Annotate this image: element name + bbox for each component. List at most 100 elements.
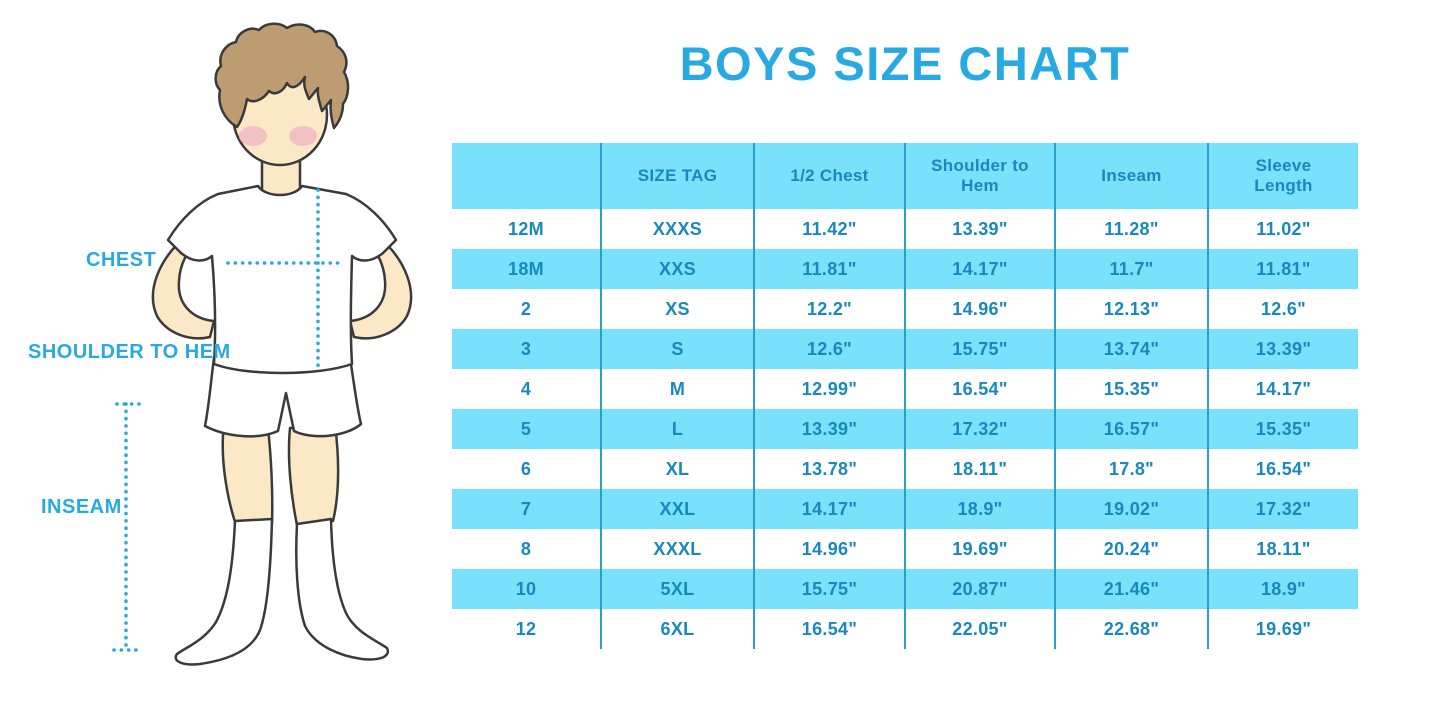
table-row-4: 4 M 12.99" 16.54" 15.35" 14.17" [452,369,1358,409]
table-cell: 16.54" [906,369,1056,409]
size-table: SIZE TAG 1/2 Chest Shoulder to Hem Insea… [452,143,1358,649]
table-row-10: 10 5XL 15.75" 20.87" 21.46" 18.9" [452,569,1358,609]
table-row-12m: 12M XXXS 11.42" 13.39" 11.28" 11.02" [452,209,1358,249]
shoulder-to-hem-label: SHOULDER TO HEM [28,341,231,363]
table-cell: 19.02" [1056,489,1209,529]
right-arm-shape [348,234,413,340]
table-cell: 13.39" [755,409,906,449]
table-cell: 14.17" [906,249,1056,289]
table-cell: 15.35" [1255,418,1312,439]
table-row-7: 7 XXL 14.17" 18.9" 19.02" 17.32" [452,489,1358,529]
table-cell: 7 [452,489,602,529]
table-cell: 15.75" [755,569,906,609]
table-cell: 13.74" [1056,329,1209,369]
right-leg-shape [287,423,340,527]
table-cell: 12.6" [755,329,906,369]
table-row-18m: 18M XXS 11.81" 14.17" 11.7" 11.81" [452,249,1358,289]
column-header-size [452,143,602,209]
table-cell: 18.11" [1256,538,1311,559]
table-cell: 12M [452,209,602,249]
table-cell: 15.35" [1056,369,1209,409]
table-cell: 12.99" [755,369,906,409]
right-sock-shape [295,517,390,661]
table-row-8: 8 XXXL 14.96" 19.69" 20.24" 18.11" [452,529,1358,569]
table-cell: 13.39" [906,209,1056,249]
table-cell: 14.96" [755,529,906,569]
table-cell: 14.17" [755,489,906,529]
table-cell: 12.2" [755,289,906,329]
table-cell: 8 [452,529,602,569]
page-title: BOYS SIZE CHART [679,37,1131,90]
column-header-half-chest: 1/2 Chest [755,143,906,209]
table-cell: 17.8" [1056,449,1209,489]
table-cell: XXS [602,249,755,289]
table-cell: 14.17" [1255,378,1312,399]
table-cell: 17.32" [906,409,1056,449]
table-cell: 18M [452,249,602,289]
table-cell: 11.81" [755,249,906,289]
table-cell: 22.68" [1056,609,1209,649]
table-cell: 16.54" [1255,458,1312,479]
table-cell: 6 [452,449,602,489]
table-row-6: 6 XL 13.78" 18.11" 17.8" 16.54" [452,449,1358,489]
table-cell: XXXL [602,529,755,569]
table-cell: S [602,329,755,369]
table-cell: 19.69" [1255,618,1312,639]
table-cell: 22.05" [906,609,1056,649]
table-cell: 5XL [602,569,755,609]
table-cell: 21.46" [1056,569,1209,609]
table-cell: 18.9" [906,489,1056,529]
table-cell: 6XL [602,609,755,649]
left-sock-shape [174,517,274,666]
table-cell: 13.78" [755,449,906,489]
table-cell: 14.96" [906,289,1056,329]
left-blush [239,126,267,146]
chest-label: CHEST [86,249,157,271]
table-row-2: 2 XS 12.2" 14.96" 12.13" 12.6" [452,289,1358,329]
table-cell: 11.42" [755,209,906,249]
left-arm-shape [151,234,216,340]
table-cell: 11.02" [1256,218,1311,239]
table-row-12: 12 6XL 16.54" 22.05" 22.68" 19.69" [452,609,1358,649]
hair-shape [214,22,350,130]
table-cell: 18.9" [1260,578,1307,599]
inseam-label: INSEAM [41,496,122,518]
table-cell: 11.28" [1056,209,1209,249]
left-leg-shape [221,423,274,527]
table-cell: 3 [452,329,602,369]
column-header-inseam: Inseam [1056,143,1209,209]
table-cell: 5 [452,409,602,449]
table-cell: 15.75" [906,329,1056,369]
table-cell: XS [602,289,755,329]
right-blush [289,126,317,146]
table-cell: 12.13" [1056,289,1209,329]
tshirt-shape [166,184,398,375]
table-cell: 2 [452,289,602,329]
table-cell: XL [602,449,755,489]
table-cell: XXXS [602,209,755,249]
table-cell: M [602,369,755,409]
table-cell: 16.57" [1056,409,1209,449]
table-cell: 18.11" [906,449,1056,489]
boy-figure-illustration [112,22,413,666]
table-cell: 4 [452,369,602,409]
table-cell: 10 [452,569,602,609]
table-cell: 16.54" [755,609,906,649]
table-cell: 11.7" [1056,249,1209,289]
table-cell: 19.69" [906,529,1056,569]
table-cell: 20.87" [906,569,1056,609]
table-cell: 12 [452,609,602,649]
table-header-row: SIZE TAG 1/2 Chest Shoulder to Hem Insea… [452,143,1358,209]
table-cell: 20.24" [1056,529,1209,569]
column-header-shoulder-to-hem: Shoulder to Hem [906,143,1056,209]
table-cell: XXL [602,489,755,529]
table-row-3: 3 S 12.6" 15.75" 13.74" 13.39" [452,329,1358,369]
figure-area: CHEST SHOULDER TO HEM INSEAM [0,0,450,723]
table-cell: 13.39" [1255,338,1312,359]
table-cell: 11.81" [1256,258,1311,279]
shorts-shape [203,356,363,438]
table-cell: 17.32" [1255,498,1312,519]
table-cell: 12.6" [1260,298,1307,319]
table-cell: L [602,409,755,449]
